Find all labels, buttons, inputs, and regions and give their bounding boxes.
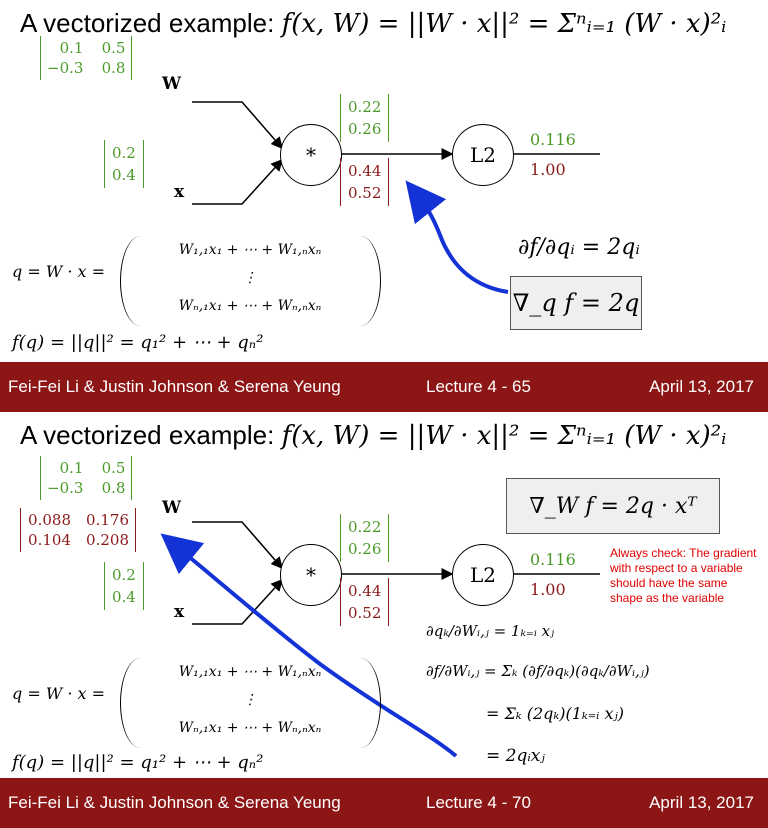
q-forward-values: 0.22 0.26 (340, 514, 390, 562)
slide-title: A vectorized example: f(x, W) = ||W · x|… (20, 420, 727, 451)
output-forward-value: 0.116 (530, 130, 576, 149)
final-step-eq: = 2qᵢxⱼ (486, 746, 545, 766)
shape-check-note: Always check: The gradient with respect … (610, 546, 757, 605)
dq-dw-eq: ∂qₖ/∂Wᵢ,ⱼ = 1ₖ₌ᵢ xⱼ (426, 622, 555, 640)
w-label: W (162, 498, 182, 518)
footer-date: April 13, 2017 (649, 793, 754, 812)
grad-q-box: ∇_q f = 2q (510, 276, 642, 330)
output-gradient-value: 1.00 (530, 580, 566, 599)
q-gradient-values: 0.44 0.52 (340, 578, 390, 626)
q-forward-values: 0.22 0.26 (340, 94, 390, 142)
output-forward-value: 0.116 (530, 550, 576, 569)
footer-date: April 13, 2017 (649, 377, 754, 396)
right-paren (340, 658, 381, 748)
footer: Fei-Fei Li & Justin Johnson & Serena Yeu… (0, 778, 768, 828)
sum-step-eq: = Σₖ (2qₖ)(1ₖ₌ᵢ xⱼ) (486, 704, 624, 723)
w-label: W (162, 74, 182, 94)
dq-derivative-eq: ∂f/∂qᵢ = 2qᵢ (518, 235, 640, 260)
left-paren (120, 658, 161, 748)
q-definition: q = W · x = (12, 262, 106, 281)
l2-node: L2 (452, 544, 514, 606)
footer-lecture: Lecture 4 - 65 (426, 377, 531, 396)
output-gradient-value: 1.00 (530, 160, 566, 179)
slide-title: A vectorized example: f(x, W) = ||W · x|… (20, 8, 727, 39)
f-definition: f(q) = ||q||² = q₁² + ⋯ + qₙ² (12, 332, 264, 353)
footer: Fei-Fei Li & Justin Johnson & Serena Yeu… (0, 362, 768, 412)
slide-2: A vectorized example: f(x, W) = ||W · x|… (0, 412, 768, 828)
q-gradient-values: 0.44 0.52 (340, 158, 390, 206)
right-paren (340, 236, 381, 326)
w-gradient-matrix: 0.088 0.176 0.104 0.208 (20, 508, 136, 552)
x-label: x (174, 182, 185, 202)
left-paren (120, 236, 161, 326)
l2-node: L2 (452, 124, 514, 186)
footer-authors: Fei-Fei Li & Justin Johnson & Serena Yeu… (8, 793, 341, 812)
x-label: x (174, 602, 185, 622)
x-vector: 0.2 0.4 (104, 140, 144, 188)
multiply-node: * (280, 544, 342, 606)
grad-w-box: ∇_W f = 2q · xᵀ (506, 478, 720, 534)
footer-authors: Fei-Fei Li & Justin Johnson & Serena Yeu… (8, 377, 341, 396)
w-matrix: 0.1 0.5 −0.3 0.8 (40, 456, 133, 500)
df-dw-eq: ∂f/∂Wᵢ,ⱼ = Σₖ (∂f/∂qₖ)(∂qₖ/∂Wᵢ,ⱼ) (426, 662, 650, 680)
w-matrix: 0.1 0.5 −0.3 0.8 (40, 36, 133, 80)
slide-1: A vectorized example: f(x, W) = ||W · x|… (0, 0, 768, 412)
f-definition: f(q) = ||q||² = q₁² + ⋯ + qₙ² (12, 752, 264, 773)
q-definition: q = W · x = (12, 684, 106, 703)
x-vector: 0.2 0.4 (104, 562, 144, 610)
q-matrix: W₁,₁x₁ + ⋯ + W₁,ₙxₙ ⋮ Wₙ,₁x₁ + ⋯ + Wₙ,ₙxₙ (178, 242, 322, 314)
q-matrix: W₁,₁x₁ + ⋯ + W₁,ₙxₙ ⋮ Wₙ,₁x₁ + ⋯ + Wₙ,ₙxₙ (178, 664, 322, 736)
multiply-node: * (280, 124, 342, 186)
footer-lecture: Lecture 4 - 70 (426, 793, 531, 812)
